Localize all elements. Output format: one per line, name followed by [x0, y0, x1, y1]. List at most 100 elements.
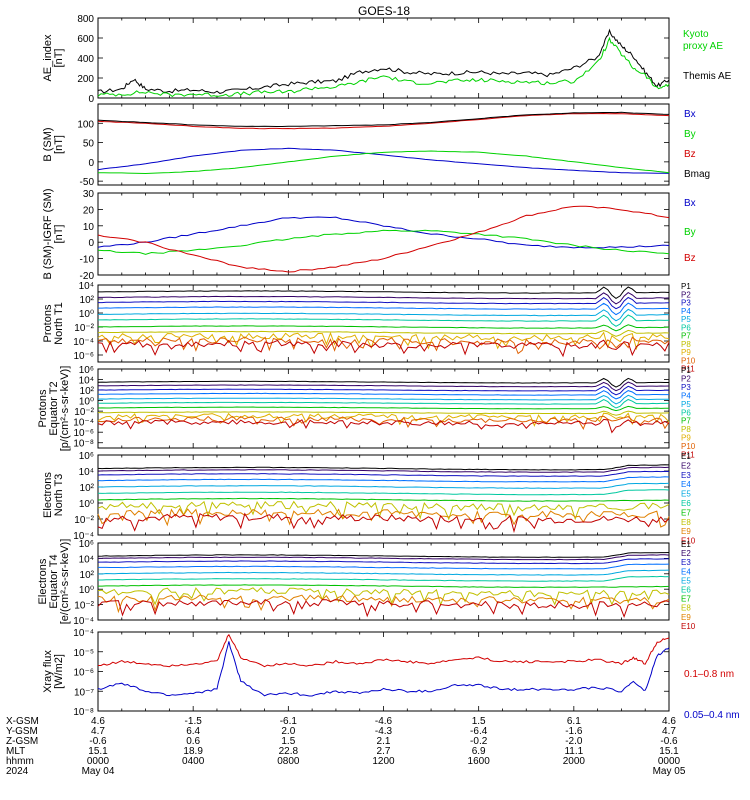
channel-label: E3	[681, 558, 691, 567]
legend-label: Kyoto	[683, 29, 709, 40]
y-tick-label: 10⁻⁸	[73, 439, 94, 450]
y-axis-label: [e/(cm²-s-sr-keV)]	[59, 539, 71, 625]
footer-value: 6.4	[186, 726, 200, 737]
y-tick-label: 10⁴	[79, 376, 94, 387]
y-axis-label: [nT]	[53, 225, 65, 244]
panel-frame-dbi	[97, 192, 670, 276]
channel-line-p2-P11	[97, 418, 670, 434]
footer-value: 15.1	[88, 746, 108, 757]
footer-value: 0400	[182, 756, 205, 767]
footer-value: 22.8	[279, 746, 299, 757]
y-tick-label: 10⁻⁶	[73, 351, 94, 362]
channel-line-e2-E9	[97, 594, 670, 614]
channel-label: P9	[681, 434, 691, 443]
y-tick-label: 20	[83, 205, 95, 216]
y-tick-label: 0	[88, 238, 94, 249]
footer-value: 4.7	[91, 726, 105, 737]
channel-label: P5	[681, 315, 691, 324]
y-axis-label: AE_index	[42, 34, 54, 82]
channel-label: P1	[681, 282, 691, 291]
y-tick-label: 10⁰	[79, 309, 94, 320]
channel-label: P8	[681, 425, 691, 434]
y-axis-label: Protons	[37, 389, 49, 427]
channel-label: E2	[681, 549, 691, 558]
footer-value: -6.1	[280, 716, 298, 727]
y-tick-label: 10⁻⁴	[73, 616, 94, 627]
channel-line-e1-E3	[97, 470, 670, 477]
channel-line-e2-E8	[97, 586, 670, 607]
panel-frame-xray	[97, 631, 670, 712]
footer-row-label: 2024	[6, 766, 29, 777]
channel-line-p1-P9	[97, 331, 670, 351]
channel-label: E7	[681, 595, 691, 604]
channel-line-e1-E5	[97, 482, 670, 489]
legend-label: Bx	[684, 109, 696, 120]
series-line-b-0	[97, 147, 670, 174]
footer-row-label: X-GSM	[6, 716, 39, 727]
channel-label: E5	[681, 576, 691, 585]
y-tick-label: -10	[80, 255, 95, 266]
series-line-dbi-2	[97, 205, 670, 273]
footer-value: -1.6	[565, 726, 583, 737]
footer-value: -0.6	[89, 736, 107, 747]
channel-label: E10	[681, 622, 696, 631]
channel-label: P5	[681, 400, 691, 409]
channel-line-e2-E5	[98, 569, 670, 576]
y-tick-label: 10²	[80, 295, 95, 306]
y-tick-label: 10⁻⁶	[73, 668, 94, 679]
channel-label: E8	[681, 518, 691, 527]
channel-label: P6	[681, 408, 691, 417]
channel-line-e1-E2	[97, 466, 670, 473]
series-line-ae-1	[97, 36, 670, 98]
legend-label: 0.05–0.4 nm	[684, 710, 740, 721]
series-line-b-3	[97, 111, 670, 127]
footer-value: 0000	[658, 756, 681, 767]
channel-line-e2-E6	[98, 575, 670, 582]
y-tick-label: 10⁴	[79, 281, 94, 292]
channel-line-p2-P4	[97, 390, 669, 400]
channel-line-p2-P5	[97, 394, 670, 405]
channel-label: P7	[681, 417, 691, 426]
channel-line-p1-P11	[97, 339, 670, 358]
channel-label: P11	[681, 451, 695, 460]
footer-value: 6.1	[567, 716, 581, 727]
series-line-b-1	[98, 150, 670, 175]
channel-line-p1-P10	[97, 336, 670, 355]
footer-value: -0.2	[470, 736, 488, 747]
series-line-dbi-1	[97, 229, 670, 255]
y-tick-label: 100	[77, 119, 94, 130]
channel-line-p2-P3	[97, 385, 669, 396]
y-tick-label: 10⁰	[79, 397, 94, 408]
y-tick-label: 10⁻⁵	[73, 648, 94, 659]
y-axis-label: Equator T2	[48, 381, 60, 435]
channel-label: P8	[681, 340, 691, 349]
y-tick-label: 10⁻⁶	[73, 428, 94, 439]
footer-value: 2.1	[377, 736, 391, 747]
footer-value: 4.7	[662, 726, 676, 737]
footer-value: 0800	[277, 756, 300, 767]
series-line-dbi-0	[97, 216, 670, 249]
y-axis-label: North T1	[53, 302, 65, 345]
y-axis-label: Electrons	[37, 558, 49, 604]
legend-label: By	[684, 227, 696, 238]
channel-line-p1-P7	[98, 324, 670, 332]
panel-frame-ae	[97, 17, 670, 99]
y-tick-label: 10⁰	[79, 585, 94, 596]
y-axis-label: North T3	[53, 474, 65, 517]
y-tick-label: 400	[77, 54, 94, 65]
channel-line-e2-E10	[97, 598, 670, 619]
y-tick-label: 10	[83, 222, 95, 233]
channel-label: E10	[681, 537, 696, 546]
y-tick-label: 10⁶	[79, 539, 94, 550]
footer-value: 2.0	[281, 726, 295, 737]
footer-value: May 04	[82, 766, 115, 777]
channel-line-p2-P9	[97, 412, 670, 427]
channel-label: P3	[681, 299, 691, 308]
footer-value: 4.6	[662, 716, 676, 727]
footer-value: -1.5	[185, 716, 203, 727]
channel-line-p2-P6	[97, 398, 670, 409]
y-tick-label: 30	[83, 189, 95, 200]
channel-line-p2-P1	[97, 377, 669, 388]
y-tick-label: 50	[83, 139, 95, 150]
